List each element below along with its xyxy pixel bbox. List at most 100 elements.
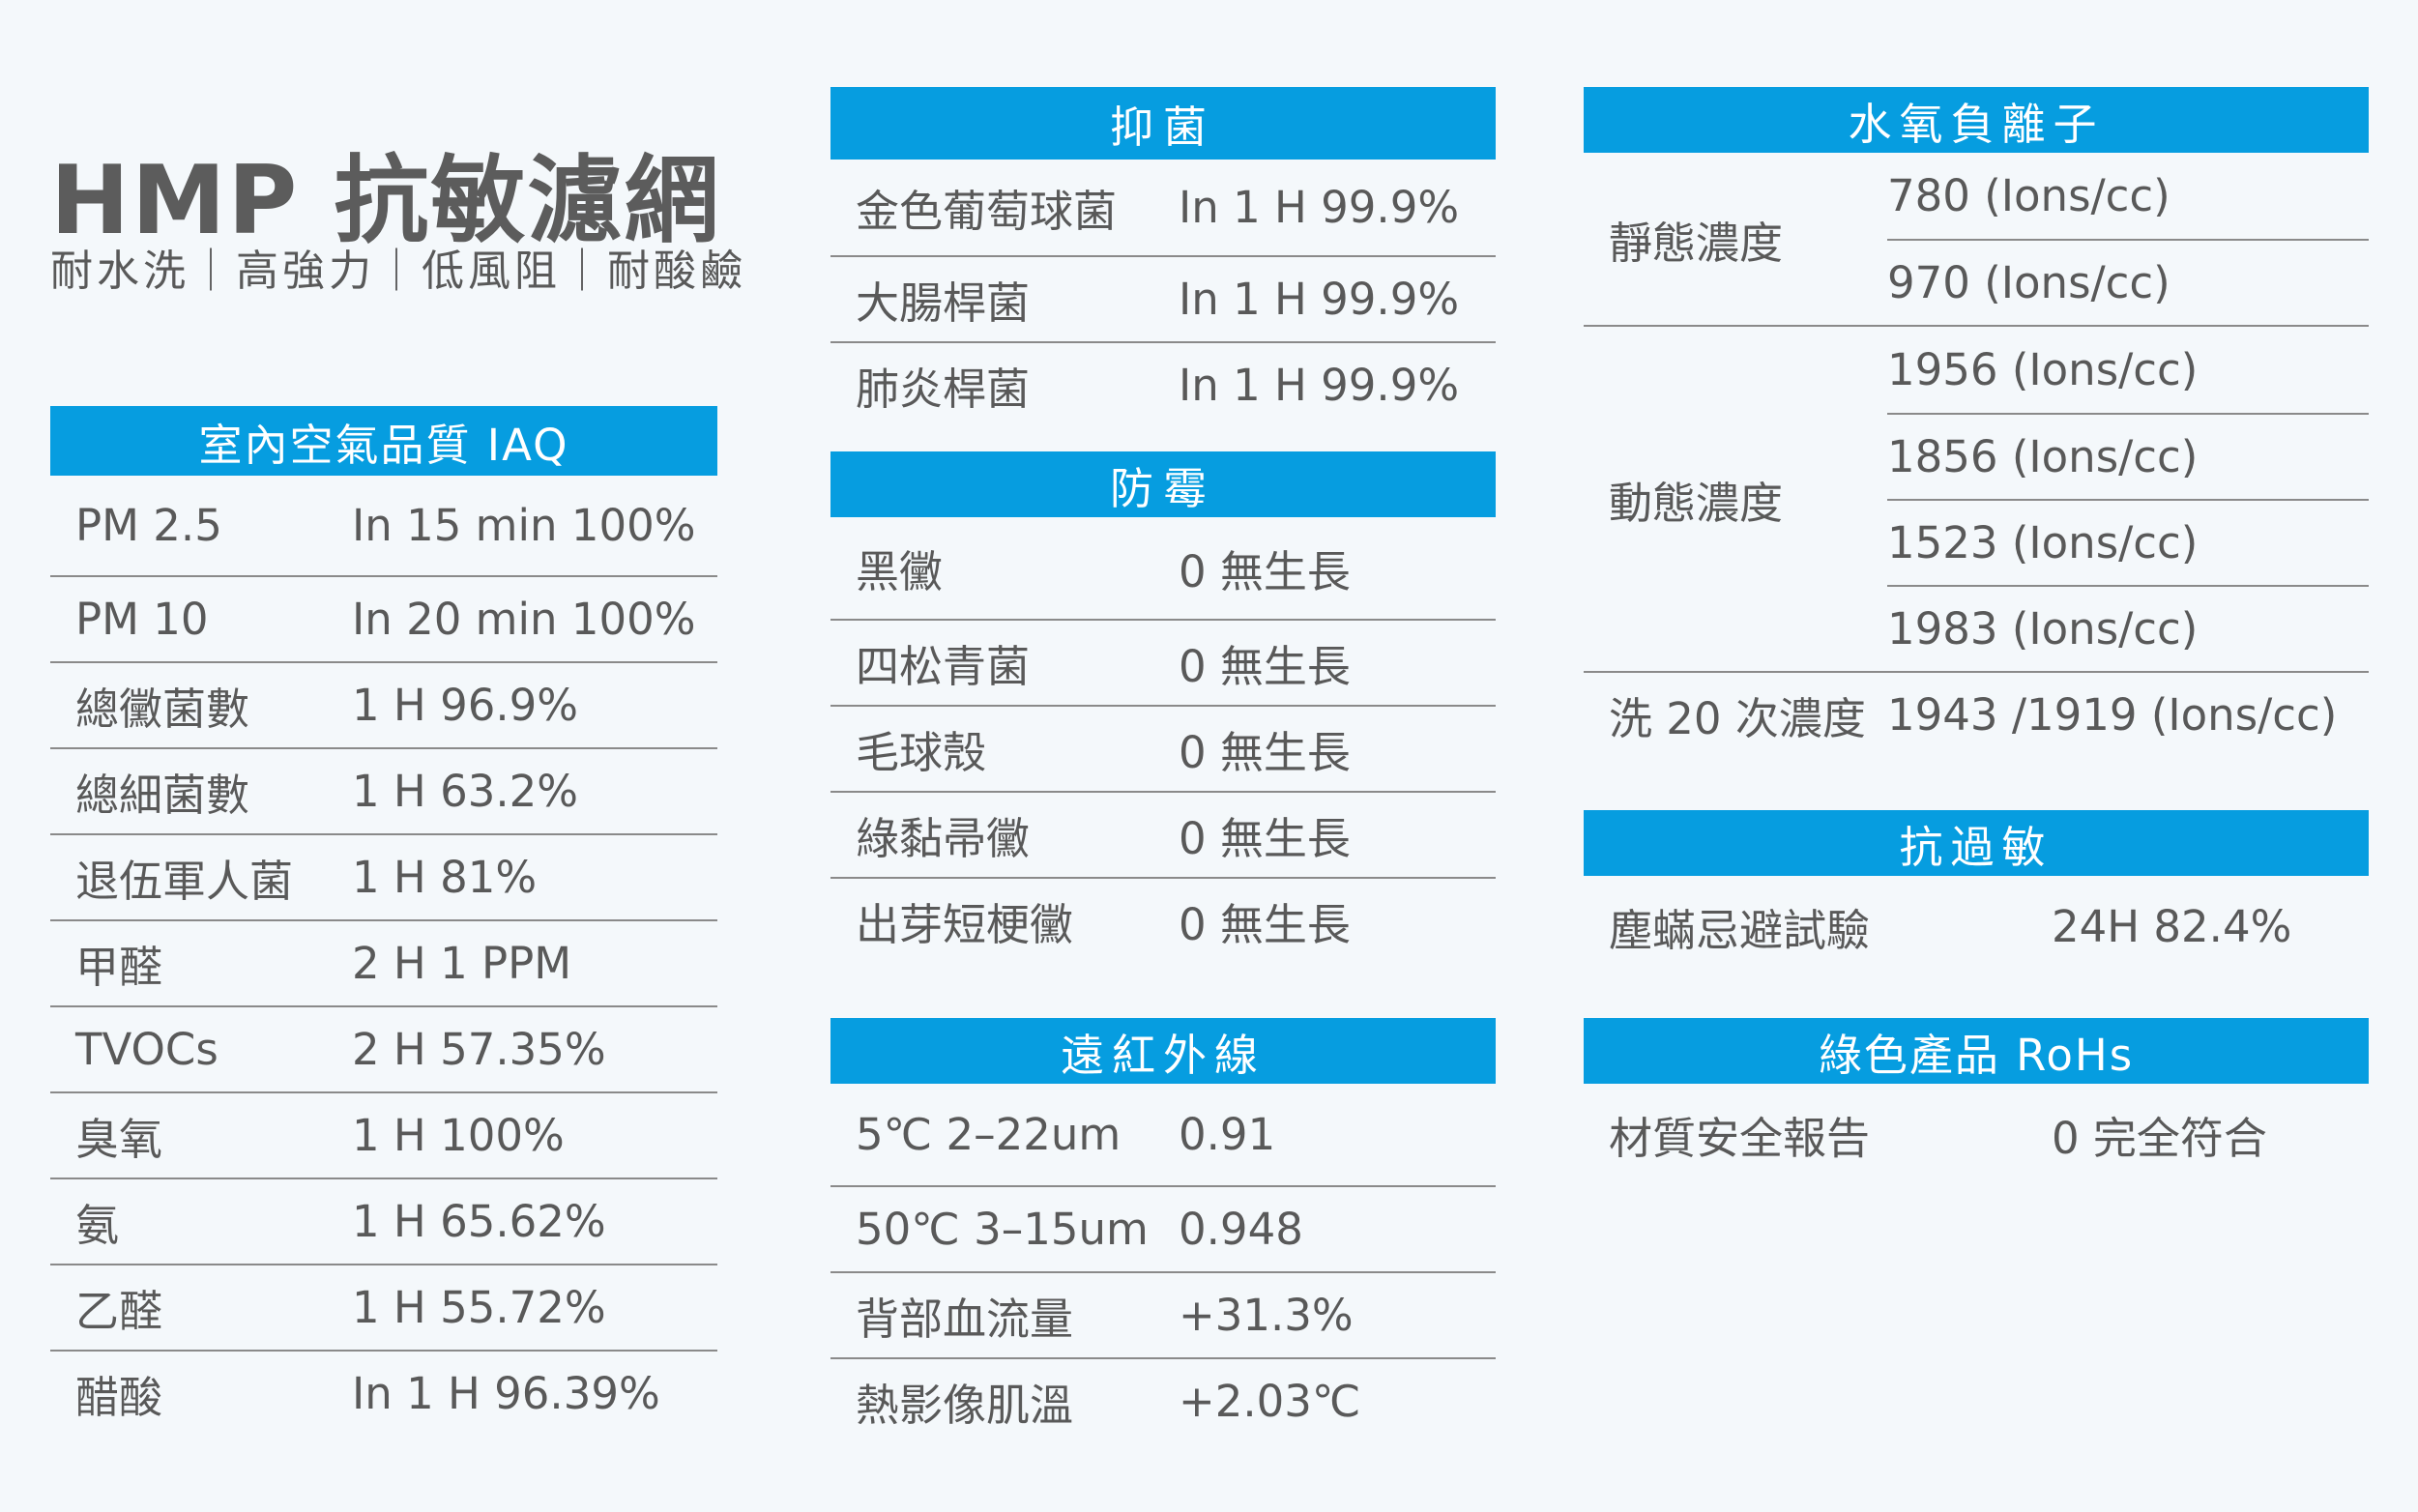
antimold-item-name: 出芽短梗黴 [856, 899, 1074, 950]
antimold-item-value: 0 無生長 [1179, 727, 1351, 778]
iaq-item-name: 退伍軍人菌 [75, 856, 294, 907]
rohs-item-value: 0 完全符合 [2052, 1113, 2267, 1164]
far-infrared-rows: 5℃ 2–22um 0.91 50℃ 3–15um 0.948 背部血流量 +31.3% 熱… [830, 1084, 1496, 1443]
antimold-row: 四松青菌 0 無生長 [830, 619, 1496, 705]
anti-allergy-item-name: 塵蟎忌避試驗 [1609, 905, 1871, 956]
static-concentration-label: 靜態濃度 [1609, 217, 1784, 269]
antimold-item-value: 0 無生長 [1179, 899, 1351, 950]
iaq-item-value: 1 H 96.9% [352, 680, 579, 731]
antibacterial-rows: 金色葡萄球菌 In 1 H 99.9% 大腸桿菌 In 1 H 99.9% 肺炎桿菌 In… [830, 160, 1496, 427]
antimold-item-name: 毛球殼 [856, 727, 987, 778]
far-infrared-item-value: +31.3% [1179, 1290, 1354, 1341]
antibacterial-row: 肺炎桿菌 In 1 H 99.9% [830, 341, 1496, 427]
antibacterial-row: 大腸桿菌 In 1 H 99.9% [830, 255, 1496, 341]
rohs-header: 綠色產品 RoHs [1584, 1018, 2369, 1084]
negative-ions-table: 水氧負離子 靜態濃度 780 (Ions/cc) 970 (Ions/cc) 動態… [1584, 87, 2369, 757]
rohs-item-name: 材質安全報告 [1609, 1113, 1871, 1164]
iaq-item-value: 1 H 63.2% [352, 766, 579, 817]
rohs-rows: 材質安全報告 0 完全符合 [1584, 1084, 2369, 1185]
antibacterial-item-value: In 1 H 99.9% [1179, 360, 1460, 411]
antimold-rows: 黑黴 0 無生長 四松青菌 0 無生長 毛球殼 0 無生長 綠黏帚黴 0 無生長 出芽短梗黴 0 … [830, 517, 1496, 963]
iaq-table: 室內空氣品質 IAQ PM 2.5 In 15 min 100% PM 10 In 2… [50, 406, 717, 1436]
ion-concentration-value: 970 (Ions/cc) [1887, 239, 2369, 325]
far-infrared-header: 遠紅外線 [830, 1018, 1496, 1084]
iaq-item-name: 總黴菌數 [75, 683, 250, 735]
antibacterial-item-name: 肺炎桿菌 [856, 363, 1031, 415]
iaq-item-name: 甲醛 [75, 942, 163, 993]
iaq-item-value: 2 H 57.35% [352, 1024, 606, 1075]
anti-allergy-header: 抗過敏 [1584, 810, 2369, 876]
antimold-item-value: 0 無生長 [1179, 546, 1351, 597]
iaq-row: 氨 1 H 65.62% [50, 1178, 717, 1264]
antimold-item-value: 0 無生長 [1179, 641, 1351, 692]
dynamic-concentration-label: 動態濃度 [1609, 477, 1784, 529]
antimold-table: 防霉 黑黴 0 無生長 四松青菌 0 無生長 毛球殼 0 無生長 綠黏帚黴 0 無生長 出芽短梗… [830, 451, 1496, 963]
rohs-table: 綠色產品 RoHs 材質安全報告 0 完全符合 [1584, 1018, 2369, 1185]
ion-concentration-value: 780 (Ions/cc) [1887, 170, 2170, 221]
ion-concentration-value: 1856 (Ions/cc) [1887, 413, 2369, 499]
iaq-row: PM 2.5 In 15 min 100% [50, 476, 717, 575]
rohs-row: 材質安全報告 0 完全符合 [1584, 1084, 2369, 1185]
iaq-row: 總黴菌數 1 H 96.9% [50, 661, 717, 747]
anti-allergy-rows: 塵蟎忌避試驗 24H 82.4% [1584, 876, 2369, 977]
iaq-header: 室內空氣品質 IAQ [50, 406, 717, 476]
iaq-item-value: In 1 H 96.39% [352, 1368, 660, 1419]
antibacterial-item-value: In 1 H 99.9% [1179, 182, 1460, 233]
antibacterial-row: 金色葡萄球菌 In 1 H 99.9% [830, 160, 1496, 255]
iaq-row: 總細菌數 1 H 63.2% [50, 747, 717, 833]
iaq-row: TVOCs 2 H 57.35% [50, 1005, 717, 1091]
page-title: HMP 抗敏濾網 [50, 146, 721, 256]
iaq-row: 乙醛 1 H 55.72% [50, 1264, 717, 1350]
iaq-item-value: 1 H 65.62% [352, 1196, 606, 1247]
dynamic-concentration-values: 1956 (Ions/cc) 1856 (Ions/cc) 1523 (Ions/c… [1887, 327, 2369, 671]
far-infrared-row: 50℃ 3–15um 0.948 [830, 1185, 1496, 1271]
antimold-item-name: 綠黏帚黴 [856, 813, 1031, 864]
iaq-row: 甲醛 2 H 1 PPM [50, 919, 717, 1005]
far-infrared-table: 遠紅外線 5℃ 2–22um 0.91 50℃ 3–15um 0.948 背部血流量 +3… [830, 1018, 1496, 1443]
iaq-item-value: 1 H 81% [352, 852, 538, 903]
iaq-item-value: 1 H 100% [352, 1110, 565, 1161]
far-infrared-item-name: 5℃ 2–22um [856, 1109, 1122, 1160]
far-infrared-item-value: 0.948 [1179, 1204, 1303, 1255]
antibacterial-header: 抑菌 [830, 87, 1496, 160]
iaq-item-name: 乙醛 [75, 1286, 163, 1337]
far-infrared-row: 背部血流量 +31.3% [830, 1271, 1496, 1357]
washed-concentration-row: 洗 20 次濃度 1943 /1919 (Ions/cc) [1584, 671, 2369, 757]
iaq-item-name: 氨 [75, 1200, 120, 1251]
far-infrared-row: 5℃ 2–22um 0.91 [830, 1084, 1496, 1185]
iaq-rows: PM 2.5 In 15 min 100% PM 10 In 20 min 100% 總… [50, 476, 717, 1436]
anti-allergy-row: 塵蟎忌避試驗 24H 82.4% [1584, 876, 2369, 977]
antibacterial-item-name: 大腸桿菌 [856, 277, 1031, 329]
ion-concentration-value: 1983 (Ions/cc) [1887, 585, 2369, 671]
iaq-row: 醋酸 In 1 H 96.39% [50, 1350, 717, 1436]
antimold-row: 黑黴 0 無生長 [830, 517, 1496, 619]
ion-concentration-value: 1956 (Ions/cc) [1887, 344, 2199, 395]
negative-ions-header: 水氧負離子 [1584, 87, 2369, 153]
far-infrared-item-value: 0.91 [1179, 1109, 1276, 1160]
antibacterial-item-name: 金色葡萄球菌 [856, 186, 1118, 237]
iaq-item-name: 醋酸 [75, 1372, 163, 1423]
antimold-item-value: 0 無生長 [1179, 813, 1351, 864]
iaq-row: 退伍軍人菌 1 H 81% [50, 833, 717, 919]
iaq-item-value: In 15 min 100% [352, 500, 696, 551]
antimold-item-name: 黑黴 [856, 546, 944, 597]
iaq-row: PM 10 In 20 min 100% [50, 575, 717, 661]
antimold-row: 出芽短梗黴 0 無生長 [830, 877, 1496, 963]
far-infrared-item-name: 50℃ 3–15um [856, 1204, 1149, 1255]
iaq-item-name: 總細菌數 [75, 770, 250, 821]
far-infrared-row: 熱影像肌溫 +2.03℃ [830, 1357, 1496, 1443]
iaq-item-value: 1 H 55.72% [352, 1282, 606, 1333]
anti-allergy-item-value: 24H 82.4% [2052, 901, 2292, 952]
page-subtitle: 耐水洗｜高強力｜低風阻｜耐酸鹼 [50, 247, 746, 296]
iaq-row: 臭氧 1 H 100% [50, 1091, 717, 1178]
iaq-item-value: 2 H 1 PPM [352, 938, 572, 989]
antibacterial-table: 抑菌 金色葡萄球菌 In 1 H 99.9% 大腸桿菌 In 1 H 99.9% 肺炎桿… [830, 87, 1496, 427]
static-concentration-group: 靜態濃度 780 (Ions/cc) 970 (Ions/cc) [1584, 153, 2369, 325]
antimold-item-name: 四松青菌 [856, 641, 1031, 692]
ion-concentration-value: 1523 (Ions/cc) [1887, 499, 2369, 585]
iaq-item-name: 臭氧 [75, 1114, 163, 1165]
washed-concentration-value: 1943 /1919 (Ions/cc) [1887, 689, 2338, 741]
iaq-item-name: PM 2.5 [75, 500, 222, 551]
iaq-item-name: TVOCs [75, 1024, 218, 1075]
antimold-header: 防霉 [830, 451, 1496, 517]
